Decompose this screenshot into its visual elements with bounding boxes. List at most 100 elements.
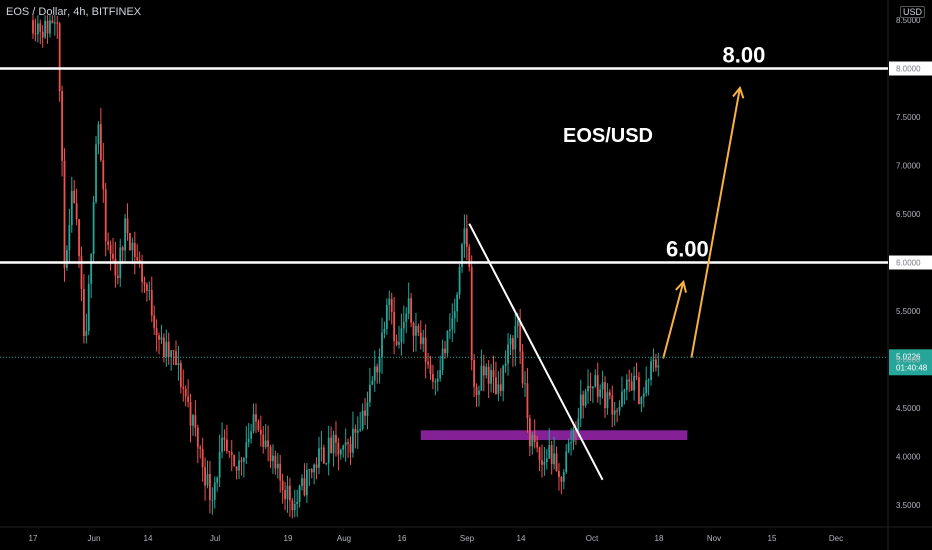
candle-body xyxy=(192,415,194,426)
arrow-head xyxy=(732,85,745,99)
candle-body xyxy=(509,338,512,345)
candle-body xyxy=(194,415,197,428)
candle-body xyxy=(116,275,119,278)
candle-body xyxy=(301,478,303,486)
candle-body xyxy=(444,348,446,354)
candle-body xyxy=(126,218,129,234)
candle-body xyxy=(516,320,519,327)
candle-body xyxy=(456,294,459,312)
candle-body xyxy=(635,375,638,378)
candle-body xyxy=(376,366,379,373)
candle-body xyxy=(400,328,403,343)
projection-arrow xyxy=(690,87,741,358)
candle-body xyxy=(599,389,602,397)
candle-body xyxy=(92,201,95,255)
x-tick-label: 14 xyxy=(517,534,526,543)
candle-body xyxy=(582,394,585,406)
candle-body xyxy=(538,447,541,461)
candle-body xyxy=(650,361,652,380)
candle-body xyxy=(354,428,357,433)
x-tick-label: 16 xyxy=(398,534,407,543)
candle-body xyxy=(604,382,606,409)
candle-body xyxy=(393,312,396,342)
candle-body xyxy=(528,418,531,447)
candle-body xyxy=(621,391,623,407)
candle-body xyxy=(463,228,466,245)
candle-body xyxy=(378,356,381,373)
candle-body xyxy=(303,478,306,496)
candle-body xyxy=(238,460,240,471)
candle-body xyxy=(587,386,589,392)
candle-body xyxy=(398,342,400,345)
candle-body xyxy=(560,476,563,482)
candle-body xyxy=(189,401,192,426)
candle-body xyxy=(330,437,333,454)
candle-body xyxy=(172,350,175,352)
candle-body xyxy=(160,337,163,340)
candle-body xyxy=(257,421,260,430)
candle-body xyxy=(124,218,127,251)
candle-body xyxy=(606,392,609,409)
candle-body xyxy=(424,337,427,362)
candle-body xyxy=(199,447,202,449)
candle-body xyxy=(584,391,587,406)
candle-body xyxy=(618,406,621,411)
candle-body xyxy=(85,331,88,336)
y-tick-label: 4.5000 xyxy=(896,404,921,413)
candle-body xyxy=(502,365,505,391)
candle-body xyxy=(66,250,68,268)
candle-body xyxy=(87,283,90,332)
candle-body xyxy=(276,463,279,469)
candle-body xyxy=(366,402,369,416)
candle-body xyxy=(133,242,136,258)
candle-body xyxy=(541,460,543,465)
candle-body xyxy=(109,244,112,254)
candle-body xyxy=(461,244,463,268)
candle-body xyxy=(204,467,206,486)
symbol-name: EOS / Dollar xyxy=(6,6,68,18)
candle-body xyxy=(264,440,267,447)
x-tick-label: Nov xyxy=(707,534,721,543)
candle-body xyxy=(58,23,61,92)
candle-body xyxy=(310,469,313,473)
currency-badge[interactable]: USD xyxy=(900,6,926,18)
candle-body xyxy=(158,335,160,340)
candle-body xyxy=(182,387,185,389)
candle-body xyxy=(184,388,187,397)
candle-body xyxy=(628,379,631,382)
candle-body xyxy=(395,341,398,345)
candle-body xyxy=(555,453,558,472)
candle-body xyxy=(44,20,47,38)
candle-body xyxy=(177,363,180,366)
candle-body xyxy=(70,190,73,226)
candle-body xyxy=(107,241,110,245)
candle-body xyxy=(448,329,451,332)
candle-body xyxy=(390,298,393,313)
candle-body xyxy=(129,233,131,251)
candle-body xyxy=(495,377,497,394)
candle-body xyxy=(95,144,97,202)
candle-body xyxy=(136,257,139,261)
candle-body xyxy=(298,485,301,502)
candle-body xyxy=(36,23,39,35)
last-price-value: 5.0226 xyxy=(896,352,921,361)
candle-body xyxy=(235,466,238,471)
candle-body xyxy=(349,443,352,453)
candle-body xyxy=(487,366,490,384)
candle-body xyxy=(519,320,522,352)
y-tick-label: 4.0000 xyxy=(896,453,921,462)
candle-body xyxy=(41,31,44,38)
candle-body xyxy=(526,383,529,419)
candle-body xyxy=(286,485,289,500)
candle-body xyxy=(281,480,284,490)
symbol-header[interactable]: EOS / Dollar, 4h, BITFINEX xyxy=(6,6,142,18)
candle-body xyxy=(364,410,366,416)
candle-body xyxy=(216,477,219,483)
candle-body xyxy=(102,160,105,190)
x-tick-label: 17 xyxy=(29,534,38,543)
candle-body xyxy=(638,377,640,404)
candle-body xyxy=(429,364,432,375)
x-tick-label: Aug xyxy=(337,534,351,543)
candle-body xyxy=(225,439,228,452)
